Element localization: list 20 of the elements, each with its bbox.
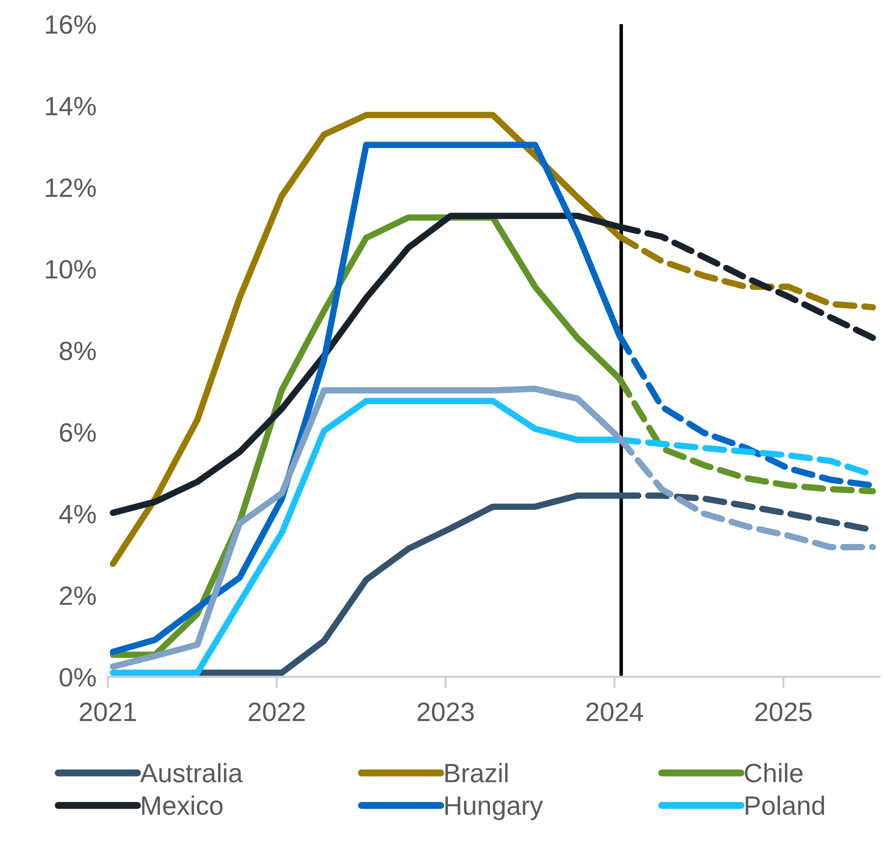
legend-label: Australia — [140, 763, 243, 782]
y-tick-label: 14% — [46, 96, 96, 116]
y-tick-label: 0% — [60, 668, 96, 687]
legend-label: Chile — [744, 763, 803, 782]
legend-label: Poland — [746, 796, 824, 815]
y-tick-label: 6% — [60, 423, 96, 442]
legend-label: Mexico — [142, 796, 223, 815]
x-tick-label: 2023 — [418, 702, 474, 722]
y-tick-label: 12% — [46, 178, 96, 197]
x-tick-label: 2025 — [755, 702, 812, 722]
x-tick-label: 2022 — [248, 702, 305, 722]
y-tick-label: 8% — [60, 342, 96, 360]
x-tick-label: 2024 — [586, 702, 644, 722]
legend-label: Brazil — [445, 763, 508, 782]
x-tick-label: 2021 — [80, 702, 136, 722]
legend-label: Hungary — [445, 796, 543, 820]
y-tick-label: 2% — [60, 586, 96, 605]
y-tick-label: 16% — [46, 15, 96, 34]
y-tick-label: 4% — [59, 504, 96, 524]
y-tick-label: 10% — [46, 260, 96, 279]
